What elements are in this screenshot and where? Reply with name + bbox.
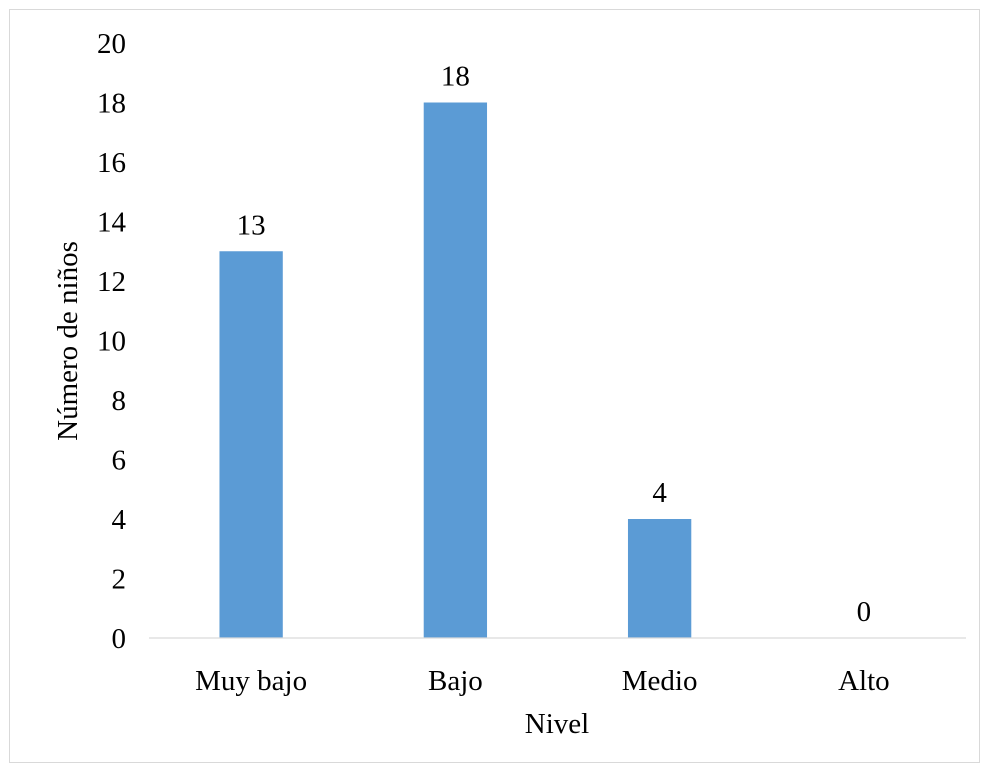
x-axis-title: Nivel [525,708,589,740]
bar [219,251,283,638]
x-axis-ticks: Muy bajo Bajo Medio Alto [195,665,890,697]
bars [219,102,692,638]
x-tick-label: Alto [838,665,890,697]
bar [627,519,692,638]
y-axis-ticks: 0 2 4 6 8 10 12 14 16 18 20 [97,28,127,655]
y-tick-label: 10 [97,326,126,358]
x-tick-label: Bajo [428,665,483,697]
y-tick-label: 0 [112,623,127,655]
x-tick-label: Medio [622,665,698,697]
y-tick-label: 20 [97,28,126,60]
bar-value-label: 0 [857,596,872,628]
bar [423,102,488,638]
y-tick-label: 14 [97,207,127,239]
bar-value-label: 4 [652,477,667,509]
x-tick-label: Muy bajo [195,665,307,697]
bar-data-labels: 13 18 4 0 [237,61,872,629]
y-tick-label: 16 [97,147,126,179]
chart-frame [9,9,980,763]
y-tick-label: 8 [112,385,127,417]
y-tick-label: 18 [97,88,126,120]
y-tick-label: 2 [112,564,127,596]
y-axis-title: Número de niños [52,241,84,441]
y-tick-label: 12 [97,266,126,298]
y-tick-label: 4 [112,504,127,536]
y-tick-label: 6 [112,445,127,477]
bar-value-label: 18 [441,61,470,93]
bar-value-label: 13 [237,209,266,241]
